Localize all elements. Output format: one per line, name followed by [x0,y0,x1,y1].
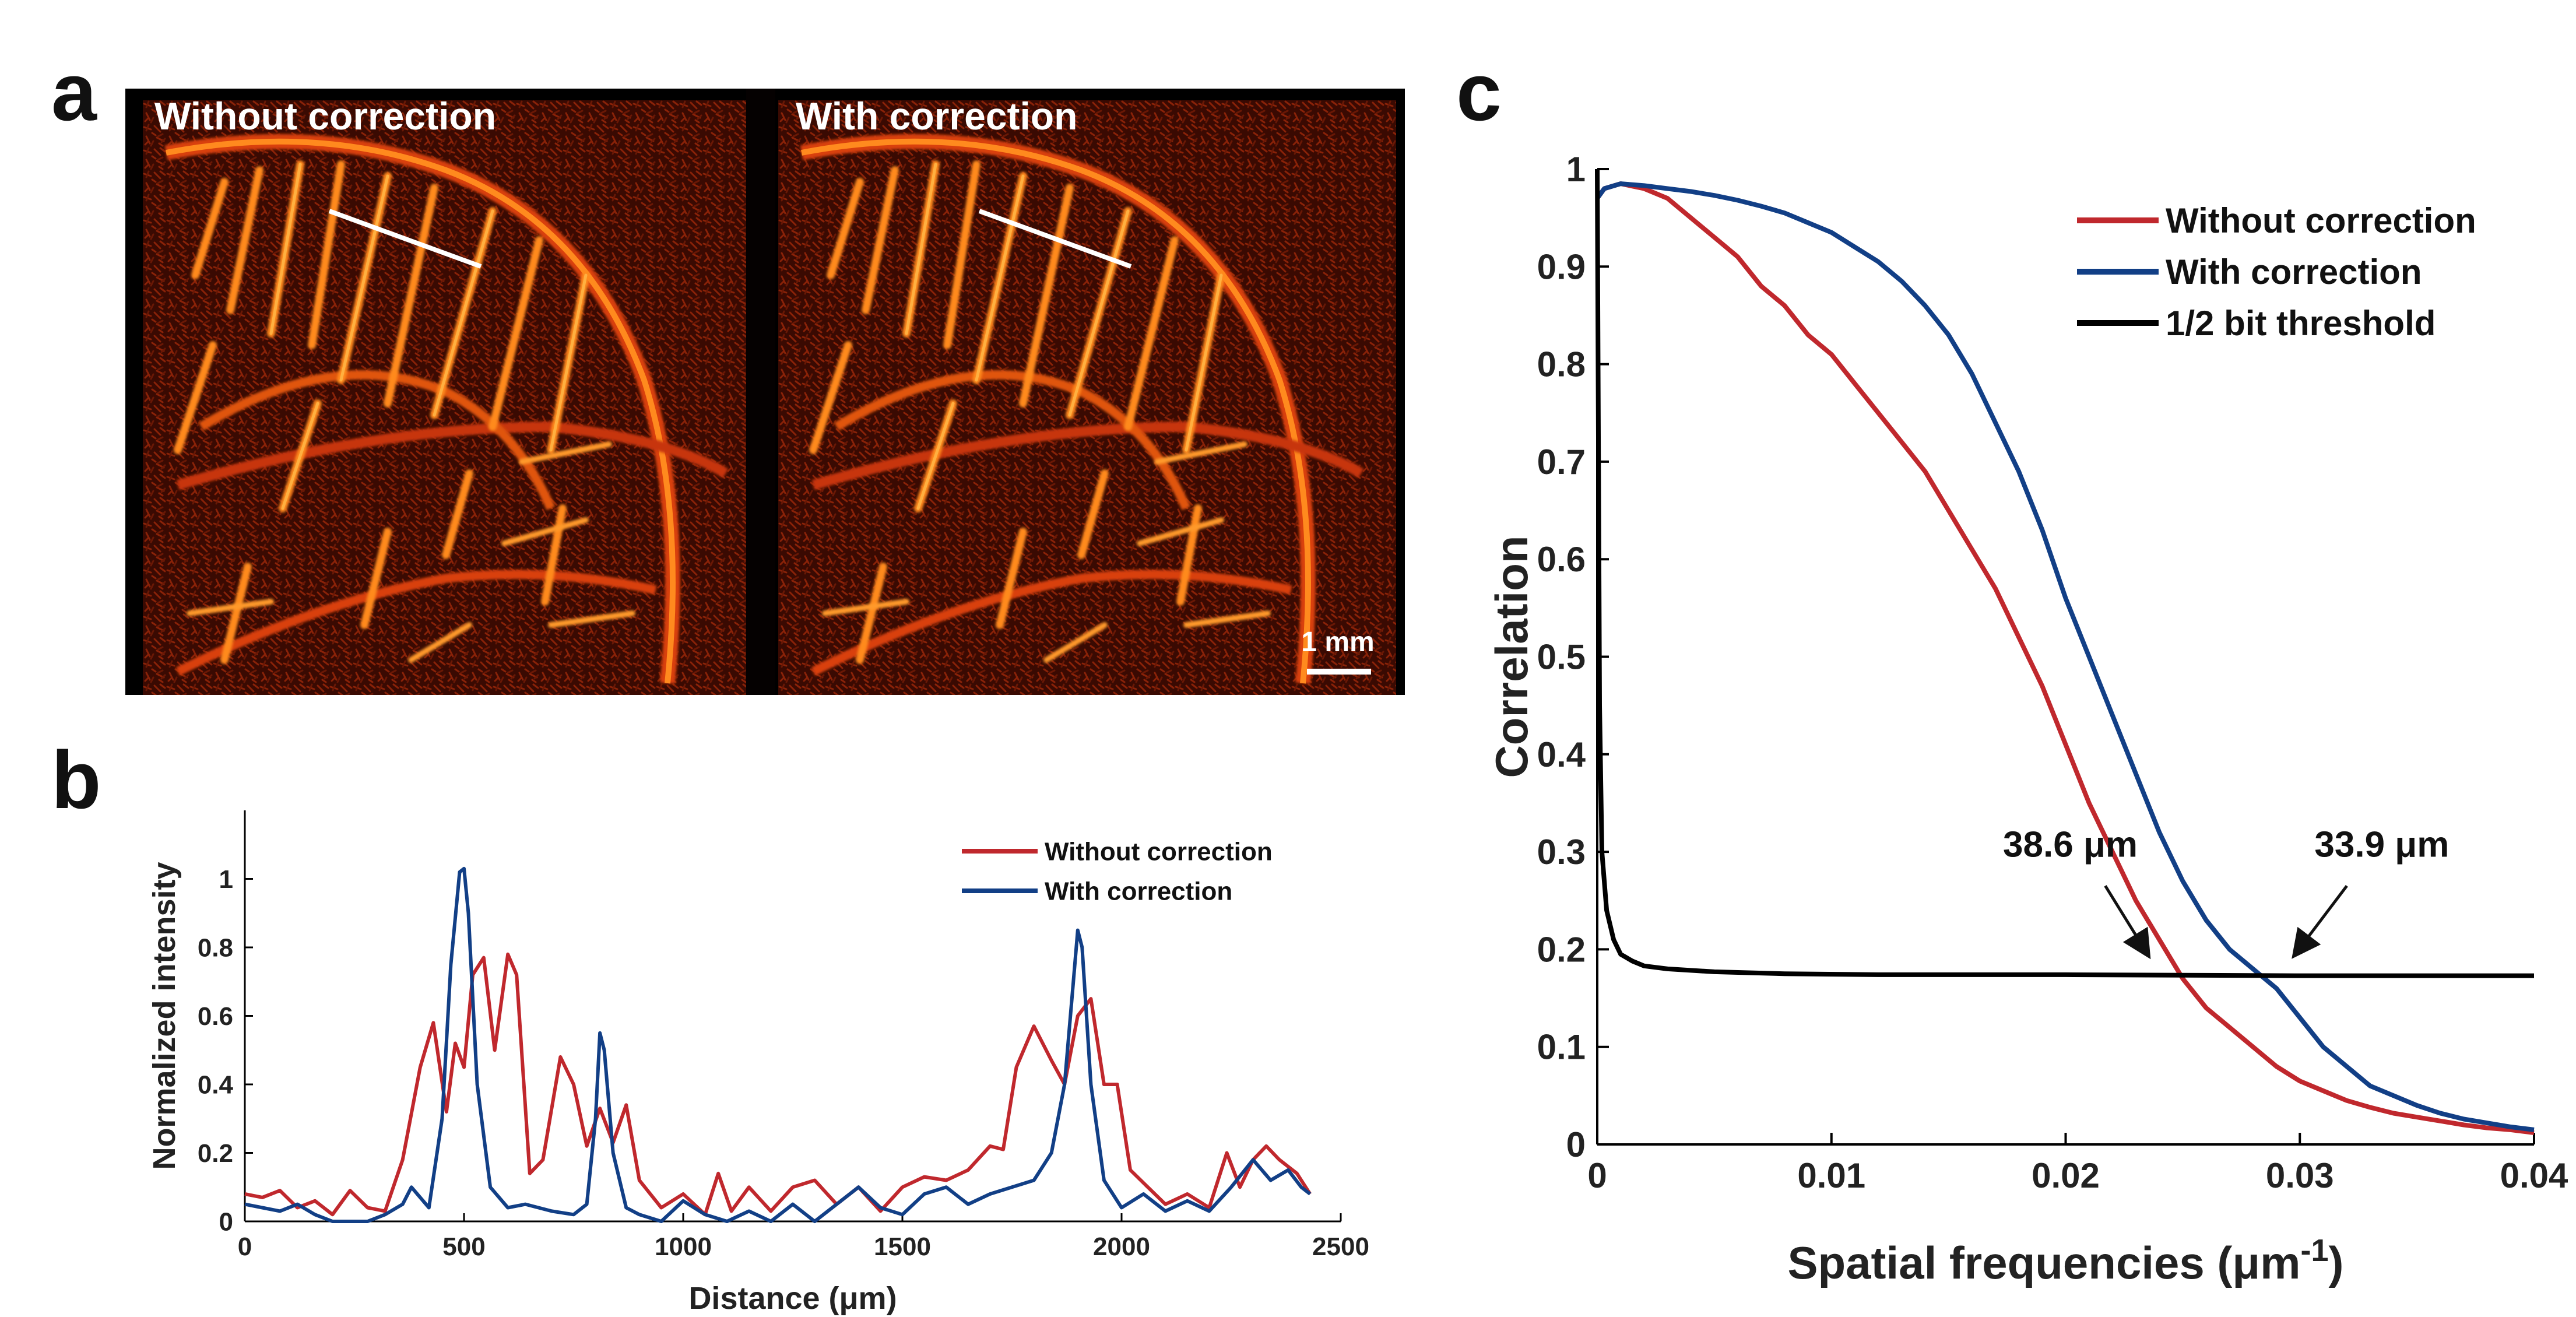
x-tick-label: 0 [238,1232,252,1261]
y-tick-label: 0.9 [1537,247,1586,286]
y-tick-label: 0.1 [1537,1028,1586,1067]
y-tick-label: 0.2 [198,1139,233,1168]
y-tick-label: 0.6 [198,1002,233,1031]
profile-line-left [328,209,482,269]
annotation-arrow [2104,885,2151,960]
annotation-label: 33.9 μm [2314,824,2449,865]
scale-bar-label: 1 mm [1301,627,1374,658]
x-tick-label: 500 [442,1232,485,1261]
y-tick-label: 0.5 [1537,638,1586,677]
y-tick-label: 0.2 [1537,930,1586,969]
profile-line-right [978,209,1132,269]
y-tick-label: 0.8 [1537,345,1586,384]
legend-label: Without correction [2166,201,2476,240]
x-tick-label: 0 [1587,1156,1607,1195]
y-tick-label: 0.4 [1537,735,1586,774]
right-image-title: With correction [796,94,1077,138]
legend-label: With correction [2166,252,2422,292]
x-axis-label: Spatial frequencies (μm-1) [1788,1233,2344,1288]
chart-c: 0 0.01 0.02 0.03 0.04 0 0.1 0.2 0.3 0.4 0.5 0.6 0.7 0… [1486,150,2568,1288]
x-tick-label: 0.03 [2266,1156,2334,1195]
annotation-label: 38.6 μm [2003,824,2138,865]
scale-bar [1307,669,1371,675]
y-tick-label: 0 [219,1207,233,1236]
panel-label-a: a [51,46,97,138]
series-line-without-correction [1595,181,2535,1135]
annotation-arrow [2292,884,2348,959]
y-tick-label: 0.3 [1537,833,1586,872]
x-tick-label: 1000 [655,1232,712,1261]
chart-b: 0 500 1000 1500 2000 2500 0 0.2 0.4 0.6 0.8 1 Withou… [147,810,1369,1316]
y-tick-label: 0 [1566,1125,1586,1164]
x-tick-label: 1500 [874,1232,931,1261]
series-line-without-correction [244,952,1312,1217]
series-line-with-correction [244,866,1312,1223]
x-axis-label: Distance (μm) [688,1281,897,1316]
y-axis-label: Normalized intensity [147,862,182,1170]
x-tick-label: 2000 [1093,1232,1150,1261]
y-tick-label: 0.7 [1537,442,1586,482]
y-tick-label: 1 [219,865,233,894]
y-tick-label: 0.6 [1537,540,1586,579]
left-image-title: Without correction [154,94,496,138]
legend-label: With correction [1045,877,1232,905]
series-line-1-2-bit-threshold [1595,168,2534,978]
panel-label-b: b [51,734,101,826]
panel-label-c: c [1456,46,1502,138]
legend-label: Without correction [1045,837,1273,866]
x-tick-label: 2500 [1312,1232,1369,1261]
y-tick-label: 1 [1566,150,1586,189]
y-tick-label: 0.8 [198,933,233,962]
panel-a-images: Without correction With correction 1 mm [125,89,1405,695]
x-tick-label: 0.04 [2500,1156,2568,1195]
y-axis-label: Correlation [1486,535,1537,778]
series-line-with-correction [1595,181,2535,1132]
y-tick-label: 0.4 [198,1070,234,1099]
x-tick-label: 0.01 [1797,1156,1865,1195]
x-tick-label: 0.02 [2032,1156,2100,1195]
legend-label: 1/2 bit threshold [2166,304,2436,343]
